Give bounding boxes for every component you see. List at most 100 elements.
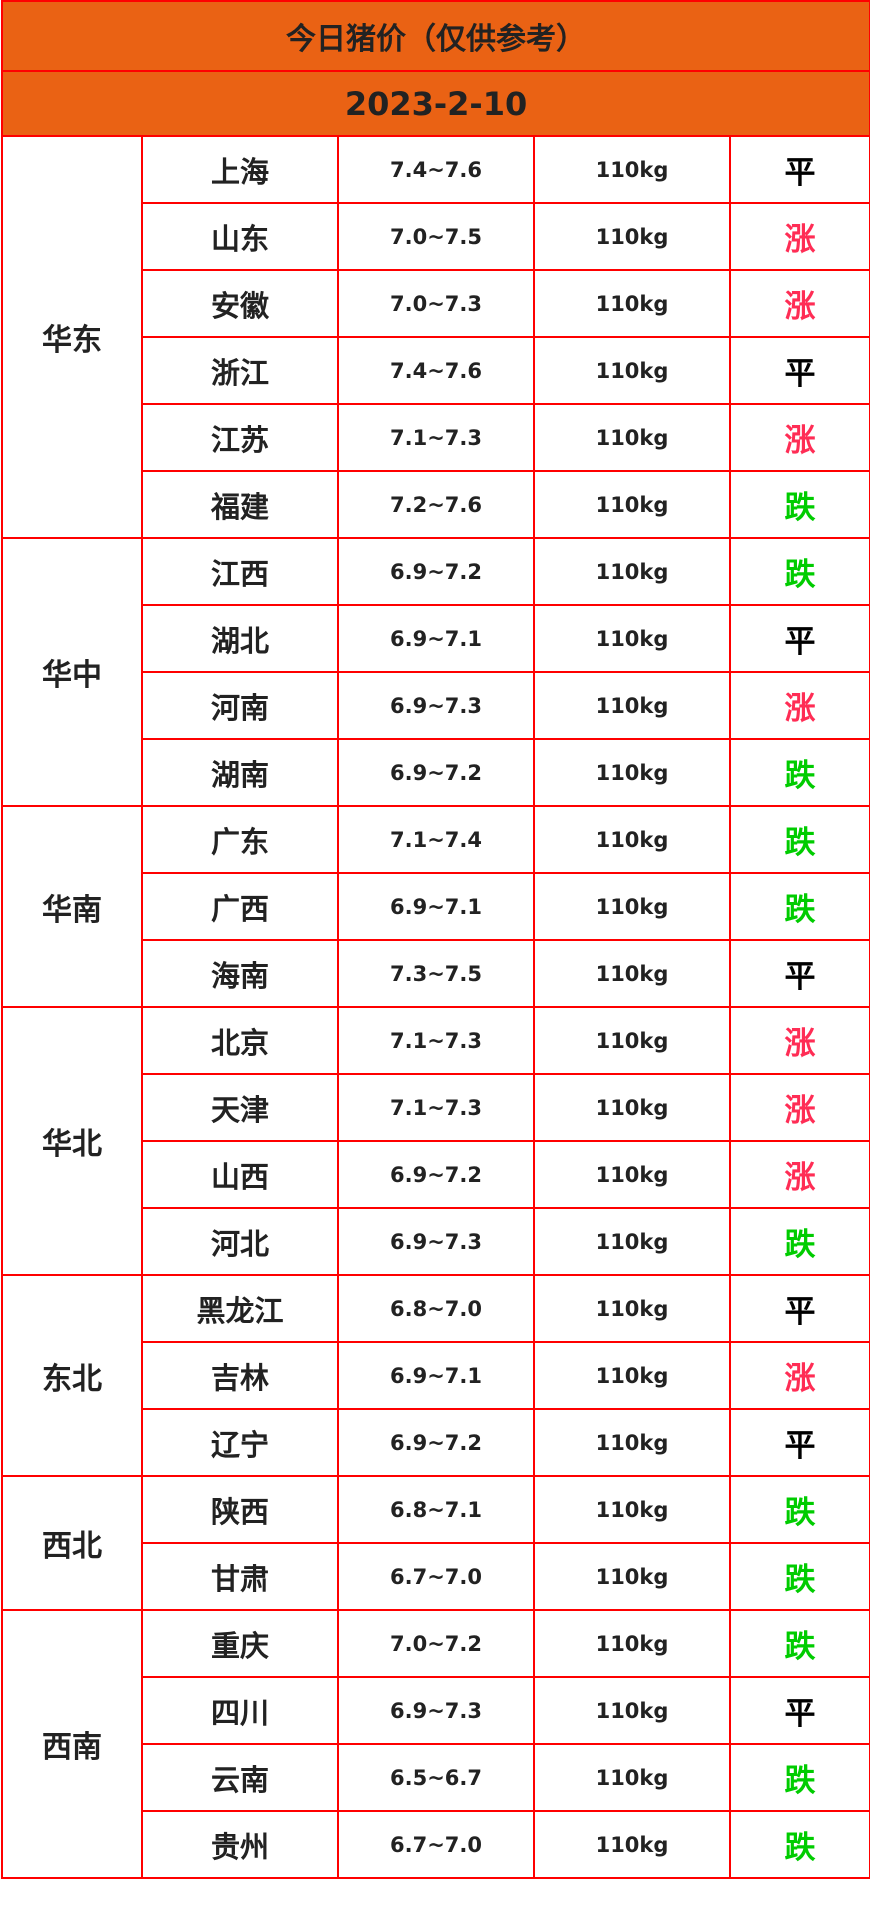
trend-cell: 跌 — [728, 1475, 870, 1544]
price-cell: 7.0~7.3 — [337, 269, 535, 338]
trend-cell: 跌 — [728, 805, 870, 874]
province-cell: 贵州 — [141, 1810, 339, 1879]
table-row: 云南 6.5~6.7 110kg 跌 — [2, 1743, 870, 1812]
table-row: 安徽 7.0~7.3 110kg 涨 — [2, 269, 870, 338]
price-cell: 7.1~7.3 — [337, 1073, 535, 1142]
table-row: 西北 陕西 6.8~7.1 110kg 跌 — [1, 1475, 870, 1611]
province-cell: 河南 — [141, 671, 339, 740]
price-cell: 6.9~7.3 — [337, 1207, 535, 1276]
price-cell: 6.9~7.1 — [337, 1341, 535, 1410]
price-cell: 7.0~7.5 — [337, 202, 535, 271]
province-cell: 陕西 — [141, 1475, 339, 1544]
table-row: 广西 6.9~7.1 110kg 跌 — [2, 872, 870, 941]
province-cell: 天津 — [141, 1073, 339, 1142]
price-cell: 7.1~7.3 — [337, 403, 535, 472]
weight-cell: 110kg — [533, 1341, 731, 1410]
trend-cell: 涨 — [728, 1073, 870, 1142]
table-row: 辽宁 6.9~7.2 110kg 平 — [2, 1408, 870, 1477]
province-cell: 黑龙江 — [141, 1274, 339, 1343]
table-row: 浙江 7.4~7.6 110kg 平 — [2, 336, 870, 405]
price-cell: 7.1~7.3 — [337, 1006, 535, 1075]
trend-cell: 涨 — [728, 1341, 870, 1410]
region-cell: 华北 — [1, 1006, 143, 1276]
table-row: 江苏 7.1~7.3 110kg 涨 — [2, 403, 870, 472]
trend-cell: 涨 — [728, 671, 870, 740]
price-cell: 6.9~7.1 — [337, 604, 535, 673]
region-cell: 华东 — [1, 135, 143, 539]
province-cell: 北京 — [141, 1006, 339, 1075]
weight-cell: 110kg — [533, 1207, 731, 1276]
weight-cell: 110kg — [533, 537, 731, 606]
trend-cell: 涨 — [728, 202, 870, 271]
table-row: 湖南 6.9~7.2 110kg 跌 — [2, 738, 870, 807]
price-cell: 6.5~6.7 — [337, 1743, 535, 1812]
province-cell: 江苏 — [141, 403, 339, 472]
weight-cell: 110kg — [533, 604, 731, 673]
weight-cell: 110kg — [533, 1609, 731, 1678]
weight-cell: 110kg — [533, 1006, 731, 1075]
table-row: 山东 7.0~7.5 110kg 涨 — [2, 202, 870, 271]
region-cell: 西南 — [1, 1609, 143, 1879]
price-cell: 6.8~7.0 — [337, 1274, 535, 1343]
price-cell: 6.7~7.0 — [337, 1542, 535, 1611]
province-cell: 山东 — [141, 202, 339, 271]
table-row: 华中 江西 6.9~7.2 110kg 跌 — [1, 537, 870, 807]
trend-cell: 涨 — [728, 1140, 870, 1209]
weight-cell: 110kg — [533, 1676, 731, 1745]
table-row: 西南 重庆 7.0~7.2 110kg 跌 — [1, 1609, 870, 1879]
trend-cell: 涨 — [728, 1006, 870, 1075]
table-row: 福建 7.2~7.6 110kg 跌 — [2, 470, 870, 539]
price-cell: 7.4~7.6 — [337, 336, 535, 405]
trend-cell: 跌 — [728, 1207, 870, 1276]
province-cell: 福建 — [141, 470, 339, 539]
table-row: 四川 6.9~7.3 110kg 平 — [2, 1676, 870, 1745]
province-cell: 云南 — [141, 1743, 339, 1812]
table-row: 贵州 6.7~7.0 110kg 跌 — [2, 1810, 870, 1879]
weight-cell: 110kg — [533, 403, 731, 472]
trend-cell: 平 — [728, 604, 870, 673]
province-cell: 安徽 — [141, 269, 339, 338]
trend-cell: 涨 — [728, 269, 870, 338]
price-cell: 7.3~7.5 — [337, 939, 535, 1008]
table-row: 甘肃 6.7~7.0 110kg 跌 — [2, 1542, 870, 1611]
province-cell: 广东 — [141, 805, 339, 874]
province-cell: 辽宁 — [141, 1408, 339, 1477]
province-cell: 河北 — [141, 1207, 339, 1276]
province-cell: 重庆 — [141, 1609, 339, 1678]
weight-cell: 110kg — [533, 805, 731, 874]
region-cell: 华南 — [1, 805, 143, 1008]
weight-cell: 110kg — [533, 939, 731, 1008]
table-row: 天津 7.1~7.3 110kg 涨 — [2, 1073, 870, 1142]
page-title: 今日猪价（仅供参考） — [0, 0, 870, 72]
trend-cell: 跌 — [728, 1542, 870, 1611]
price-cell: 6.7~7.0 — [337, 1810, 535, 1879]
table-row: 山西 6.9~7.2 110kg 涨 — [2, 1140, 870, 1209]
table-row: 河南 6.9~7.3 110kg 涨 — [2, 671, 870, 740]
region-cell: 西北 — [1, 1475, 143, 1611]
table-row: 华北 北京 7.1~7.3 110kg 涨 — [1, 1006, 870, 1276]
weight-cell: 110kg — [533, 1073, 731, 1142]
weight-cell: 110kg — [533, 1475, 731, 1544]
weight-cell: 110kg — [533, 872, 731, 941]
trend-cell: 平 — [728, 135, 870, 204]
price-cell: 6.9~7.2 — [337, 738, 535, 807]
weight-cell: 110kg — [533, 1743, 731, 1812]
trend-cell: 跌 — [728, 1810, 870, 1879]
date-row: 2023-2-10 — [0, 70, 870, 137]
weight-cell: 110kg — [533, 470, 731, 539]
weight-cell: 110kg — [533, 671, 731, 740]
province-cell: 浙江 — [141, 336, 339, 405]
table-row: 吉林 6.9~7.1 110kg 涨 — [2, 1341, 870, 1410]
trend-cell: 跌 — [728, 537, 870, 606]
weight-cell: 110kg — [533, 1810, 731, 1879]
weight-cell: 110kg — [533, 1140, 731, 1209]
province-cell: 江西 — [141, 537, 339, 606]
trend-cell: 跌 — [728, 1609, 870, 1678]
province-cell: 上海 — [141, 135, 339, 204]
trend-cell: 跌 — [728, 1743, 870, 1812]
price-cell: 6.9~7.3 — [337, 1676, 535, 1745]
weight-cell: 110kg — [533, 202, 731, 271]
table-row: 华东 上海 7.4~7.6 110kg 平 — [1, 135, 870, 539]
title-row: 今日猪价（仅供参考） — [0, 0, 870, 72]
region-cell: 华中 — [1, 537, 143, 807]
